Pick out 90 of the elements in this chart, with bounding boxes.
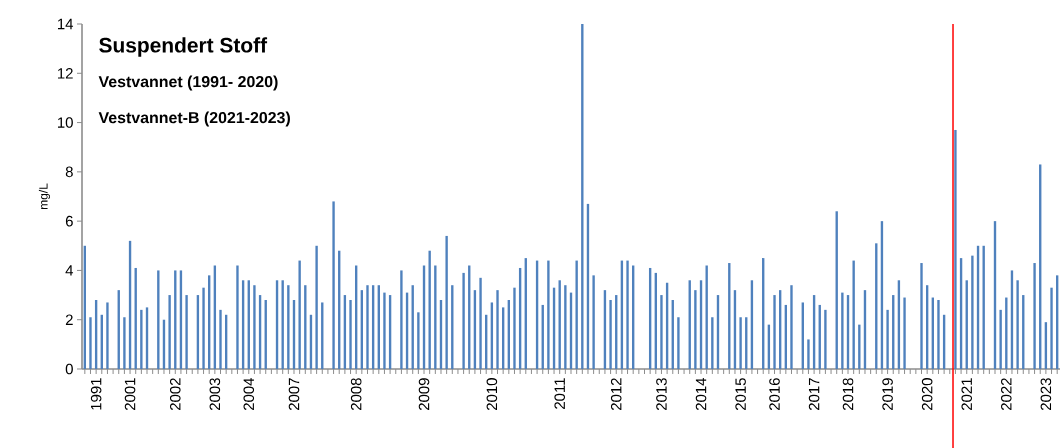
bar xyxy=(253,285,256,369)
y-tick-label: 10 xyxy=(58,117,73,128)
bar xyxy=(824,309,827,369)
x-tick-label: 2019 xyxy=(882,378,893,411)
x-tick-label: 2018 xyxy=(842,378,854,411)
bar xyxy=(513,287,516,369)
bar xyxy=(123,317,126,369)
x-tick-label: 2004 xyxy=(243,377,255,411)
bar xyxy=(106,302,109,369)
y-axis-title: mg/L xyxy=(38,183,51,209)
bar xyxy=(575,260,578,369)
bar xyxy=(841,292,844,369)
x-tick-label: 2002 xyxy=(169,378,181,411)
bar xyxy=(349,300,352,369)
bar xyxy=(807,339,810,369)
bar xyxy=(739,317,742,369)
bar xyxy=(383,292,386,369)
x-tick-label: 2003 xyxy=(209,378,221,411)
bar xyxy=(609,300,612,369)
bar xyxy=(298,260,301,369)
y-tick-label: 14 xyxy=(58,18,74,30)
bar xyxy=(592,275,595,369)
bar xyxy=(903,297,906,369)
x-tick-label: 2011 xyxy=(554,378,565,409)
bar xyxy=(1050,287,1053,369)
bar xyxy=(1016,280,1019,369)
bar xyxy=(479,277,482,369)
y-tick-label: 4 xyxy=(65,265,74,276)
x-tick-label: 2020 xyxy=(921,378,933,411)
x-tick-label: 2008 xyxy=(350,378,362,411)
bar xyxy=(564,285,567,369)
annotation: Vestvannet-B (2021-2023) xyxy=(98,111,290,127)
bar xyxy=(332,201,335,369)
bar xyxy=(790,285,793,369)
bar xyxy=(852,260,855,369)
bar xyxy=(140,309,143,369)
bar xyxy=(236,265,239,369)
x-tick-label: 2021 xyxy=(961,378,973,411)
bar xyxy=(694,290,697,369)
text: Vestvannet (1991- 2020) xyxy=(98,75,278,91)
bar xyxy=(886,309,889,369)
bar xyxy=(366,285,369,369)
x-tick-label: 1991 xyxy=(90,378,102,410)
bar xyxy=(858,324,861,369)
x-tick-label: 2007 xyxy=(288,378,300,411)
bar xyxy=(445,235,448,369)
bar xyxy=(581,24,584,369)
bar xyxy=(287,285,290,369)
bar xyxy=(954,129,957,369)
y-tick-label: 8 xyxy=(65,166,73,178)
bar xyxy=(462,272,465,369)
bar xyxy=(1033,263,1036,369)
bar xyxy=(157,270,160,369)
x-tick-label: 2017 xyxy=(808,378,820,411)
x-tick-label: 2023 xyxy=(1040,378,1052,411)
bar xyxy=(773,295,776,369)
text: Suspendert Stoff xyxy=(99,37,268,57)
x-tick-label: 2009 xyxy=(418,378,430,411)
x-tick-label: 2010 xyxy=(486,378,498,411)
bar xyxy=(315,245,318,369)
bar xyxy=(202,287,205,369)
bar xyxy=(417,312,420,369)
bar xyxy=(428,250,431,369)
bar xyxy=(547,260,550,369)
x-tick-label: 2014 xyxy=(695,377,707,411)
bar xyxy=(400,270,403,369)
x-tick-label: 2015 xyxy=(735,378,746,411)
y-tick-label: 12 xyxy=(58,68,73,79)
x-tick-label: 2001 xyxy=(124,378,136,411)
x-tick-label: 2022 xyxy=(1001,378,1012,411)
bar xyxy=(434,265,437,369)
bar xyxy=(971,255,974,369)
bar xyxy=(920,263,923,369)
bar xyxy=(219,309,222,369)
bar xyxy=(496,290,499,369)
bar xyxy=(660,295,663,369)
bar xyxy=(677,317,680,369)
bar xyxy=(626,260,629,369)
bar xyxy=(185,295,188,369)
y-tick-label: 2 xyxy=(65,314,73,325)
bar xyxy=(711,317,714,369)
y-tick-label: 6 xyxy=(65,215,73,227)
x-tick-label: 2013 xyxy=(656,378,667,411)
x-tick-label: 2016 xyxy=(769,378,780,411)
x-tick-label: 2012 xyxy=(610,378,622,411)
y-tick-label: 0 xyxy=(65,363,73,375)
bar xyxy=(168,295,171,369)
bar xyxy=(89,317,92,369)
bar xyxy=(937,300,940,369)
bar xyxy=(999,309,1002,369)
